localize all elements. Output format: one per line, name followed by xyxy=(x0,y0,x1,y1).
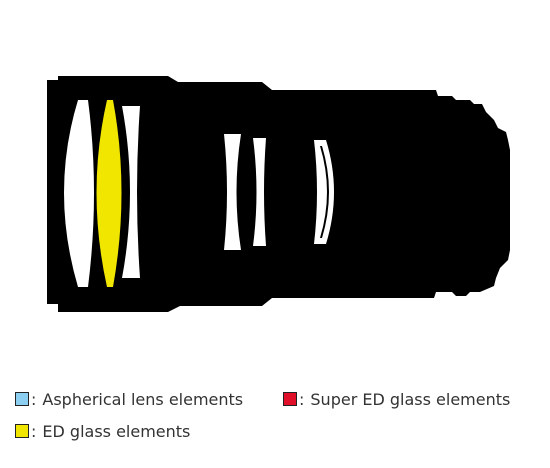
legend-label-aspherical: Aspherical lens elements xyxy=(42,389,244,409)
front-lens-element-3 xyxy=(122,106,140,278)
legend-separator: : xyxy=(31,421,37,441)
legend-swatch-super-ed xyxy=(283,392,297,406)
legend-label-ed: ED glass elements xyxy=(42,421,191,441)
rear-lens-element-inner xyxy=(320,146,329,238)
rear-lens-element xyxy=(314,140,334,244)
legend-item-ed: : ED glass elements xyxy=(15,421,190,441)
middle-lens-element-1 xyxy=(224,134,241,250)
front-lens-element xyxy=(64,100,94,287)
legend-swatch-ed xyxy=(15,424,29,438)
lens-cross-section-diagram xyxy=(47,76,510,312)
ed-glass-element xyxy=(96,100,122,287)
legend-label-super-ed: Super ED glass elements xyxy=(310,389,511,409)
middle-lens-element-2 xyxy=(253,138,266,246)
legend-swatch-aspherical xyxy=(15,392,29,406)
legend-item-aspherical: : Aspherical lens elements xyxy=(15,389,243,409)
legend-item-super-ed: : Super ED glass elements xyxy=(283,389,510,409)
legend-separator: : xyxy=(299,389,305,409)
lens-barrel xyxy=(47,76,510,312)
legend-separator: : xyxy=(31,389,37,409)
